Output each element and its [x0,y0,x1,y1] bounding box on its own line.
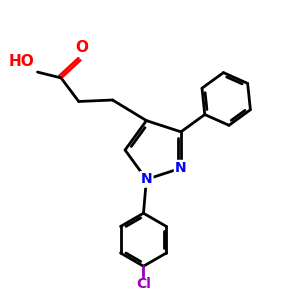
Text: O: O [75,40,88,55]
Text: HO: HO [9,54,34,69]
Text: Cl: Cl [136,278,151,291]
Text: N: N [141,172,152,186]
Text: N: N [175,161,187,175]
